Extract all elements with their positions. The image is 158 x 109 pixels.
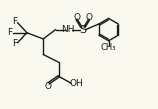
- Text: OH: OH: [69, 79, 83, 88]
- Text: S: S: [79, 25, 86, 35]
- Text: F: F: [13, 17, 18, 26]
- Text: F: F: [7, 28, 12, 37]
- Text: NH: NH: [61, 25, 75, 34]
- Text: O: O: [73, 13, 80, 22]
- Text: CH₃: CH₃: [101, 43, 116, 52]
- Text: O: O: [44, 82, 51, 91]
- Text: F: F: [13, 39, 18, 48]
- Text: O: O: [86, 13, 93, 22]
